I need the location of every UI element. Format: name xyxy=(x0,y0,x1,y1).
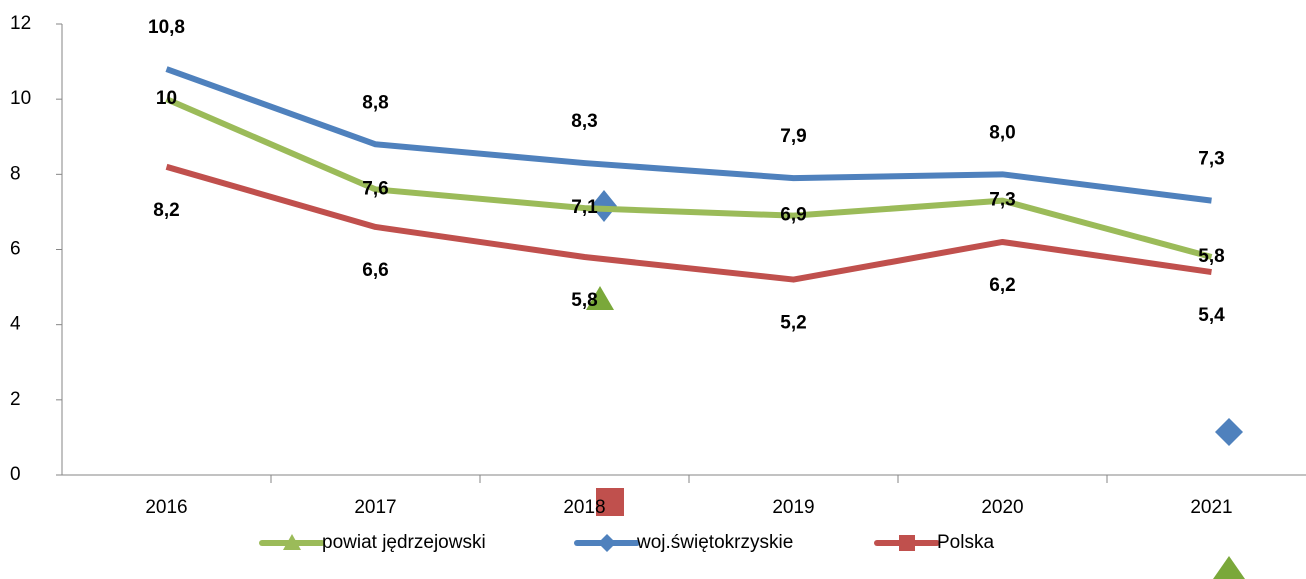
data-label: 8,3 xyxy=(571,111,597,132)
data-label: 5,8 xyxy=(571,290,597,311)
data-label: 7,9 xyxy=(780,126,806,147)
x-tick-label: 2018 xyxy=(563,497,605,518)
data-label: 7,6 xyxy=(362,178,388,199)
data-label: 5,2 xyxy=(780,313,806,334)
x-tick-label: 2020 xyxy=(981,497,1023,518)
legend-label: Polska xyxy=(937,532,994,553)
y-tick-label: 6 xyxy=(10,239,21,260)
y-tick-label: 10 xyxy=(10,88,31,109)
data-label: 7,3 xyxy=(989,190,1015,211)
y-tick-label: 4 xyxy=(10,314,21,335)
data-label: 10 xyxy=(156,88,177,109)
x-tick-label: 2017 xyxy=(354,497,396,518)
data-label: 7,1 xyxy=(571,197,598,218)
y-tick-label: 2 xyxy=(10,389,21,410)
data-label: 6,9 xyxy=(780,205,806,226)
data-label: 5,8 xyxy=(1198,246,1224,267)
stray-marker xyxy=(586,286,614,310)
x-tick-label: 2016 xyxy=(145,497,187,518)
data-label: 5,4 xyxy=(1198,305,1225,326)
legend-label: woj.świętokrzyskie xyxy=(636,532,793,553)
data-label: 8,0 xyxy=(989,122,1015,143)
legend-label: powiat jędrzejowski xyxy=(322,532,486,553)
legend-marker xyxy=(598,534,616,552)
legend-marker xyxy=(899,535,915,551)
stray-marker xyxy=(596,488,624,516)
series-line xyxy=(165,66,1212,204)
x-tick-label: 2019 xyxy=(772,497,814,518)
y-tick-label: 0 xyxy=(10,464,21,485)
x-tick-label: 2021 xyxy=(1190,497,1232,518)
series-line xyxy=(165,96,1213,260)
legend-marker xyxy=(283,534,301,550)
data-label: 7,3 xyxy=(1198,149,1224,170)
decoration xyxy=(586,190,1245,579)
stray-marker xyxy=(1213,556,1245,579)
data-label: 8,2 xyxy=(153,200,179,221)
y-tick-label: 8 xyxy=(10,163,21,184)
data-label: 6,2 xyxy=(989,275,1015,296)
series-line xyxy=(165,163,1212,283)
data-label: 10,8 xyxy=(148,17,185,38)
y-tick-label: 12 xyxy=(10,13,31,34)
stray-marker xyxy=(1215,418,1243,446)
data-label: 8,8 xyxy=(362,92,388,113)
data-label: 6,6 xyxy=(362,260,388,281)
